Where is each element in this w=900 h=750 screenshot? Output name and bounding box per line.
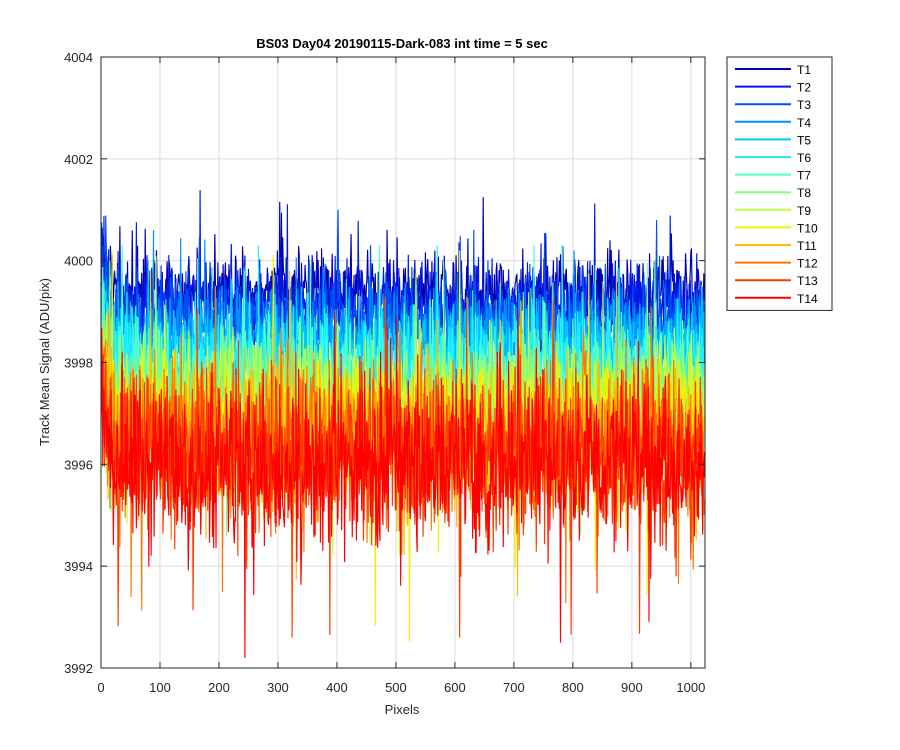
legend-label-t13: T13 (797, 274, 818, 288)
y-tick-label: 3994 (64, 559, 93, 574)
x-tick-label: 0 (97, 680, 104, 695)
legend-label-t8: T8 (797, 186, 811, 200)
legend-label-t5: T5 (797, 133, 811, 147)
plot-area: 0 100 200 300 400 500 600 700 800 900 1000 3992 3994… (64, 50, 706, 695)
legend: T1 T2 T3 T4 T5 T6 T7 T8 T9 T10 T11 T12 T13 T14 (726, 56, 833, 311)
legend-label-t14: T14 (797, 292, 818, 306)
x-tick-label: 800 (562, 680, 584, 695)
legend-label-t2: T2 (797, 81, 811, 95)
x-tick-label: 400 (326, 680, 348, 695)
x-tick-label: 700 (503, 680, 525, 695)
y-axis-label: Track Mean Signal (ADU/pix) (37, 278, 52, 446)
series-line-t14 (101, 311, 705, 658)
x-tick-label: 900 (621, 680, 643, 695)
chart-title: BS03 Day04 20190115-Dark-083 int time = … (256, 36, 548, 51)
x-tick-label: 300 (267, 680, 289, 695)
series-lines (101, 190, 705, 658)
y-tick-label: 3992 (64, 661, 93, 676)
x-tick-label: 500 (385, 680, 407, 695)
legend-box (726, 56, 833, 311)
legend-label-t1: T1 (797, 63, 811, 77)
x-tick-label: 600 (444, 680, 466, 695)
x-tick-label: 100 (149, 680, 171, 695)
x-tick-label: 200 (208, 680, 230, 695)
y-tick-label: 3998 (64, 356, 93, 371)
y-tick-label: 4002 (64, 152, 93, 167)
y-tick-label: 4000 (64, 254, 93, 269)
y-tick-label: 4004 (64, 50, 93, 65)
legend-label-t7: T7 (797, 169, 811, 183)
legend-label-t9: T9 (797, 204, 811, 218)
legend-label-t11: T11 (797, 239, 817, 253)
legend-label-t6: T6 (797, 151, 811, 165)
y-tick-label: 3996 (64, 457, 93, 472)
x-axis-label: Pixels (385, 702, 420, 717)
x-tick-label: 1000 (676, 680, 705, 695)
legend-label-t3: T3 (797, 98, 811, 112)
legend-label-t4: T4 (797, 116, 811, 130)
legend-label-t12: T12 (797, 257, 818, 271)
legend-label-t10: T10 (797, 221, 818, 235)
